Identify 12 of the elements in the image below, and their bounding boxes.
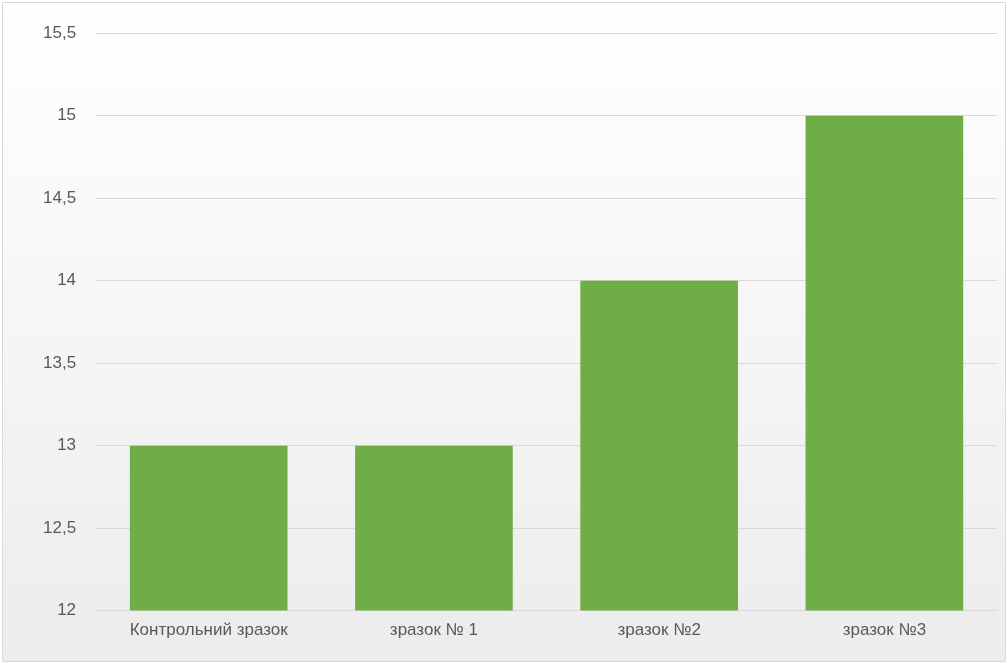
x-tick-label: Контрольний зразок: [129, 620, 289, 640]
y-tick-label: 12: [57, 600, 77, 620]
y-tick-label: 14: [57, 270, 77, 290]
y-tick-label: 13: [57, 435, 77, 455]
y-tick-label: 15: [57, 105, 77, 125]
x-tick-label: зразок №3: [842, 620, 927, 640]
x-tick-label: зразок № 1: [389, 620, 479, 640]
y-tick-label: 15,5: [42, 22, 77, 42]
y-tick-label: 14,5: [42, 187, 77, 207]
x-tick-label: зразок №2: [617, 620, 701, 640]
y-tick-label: 12,5: [42, 517, 77, 537]
y-tick-label: 13,5: [42, 352, 77, 372]
